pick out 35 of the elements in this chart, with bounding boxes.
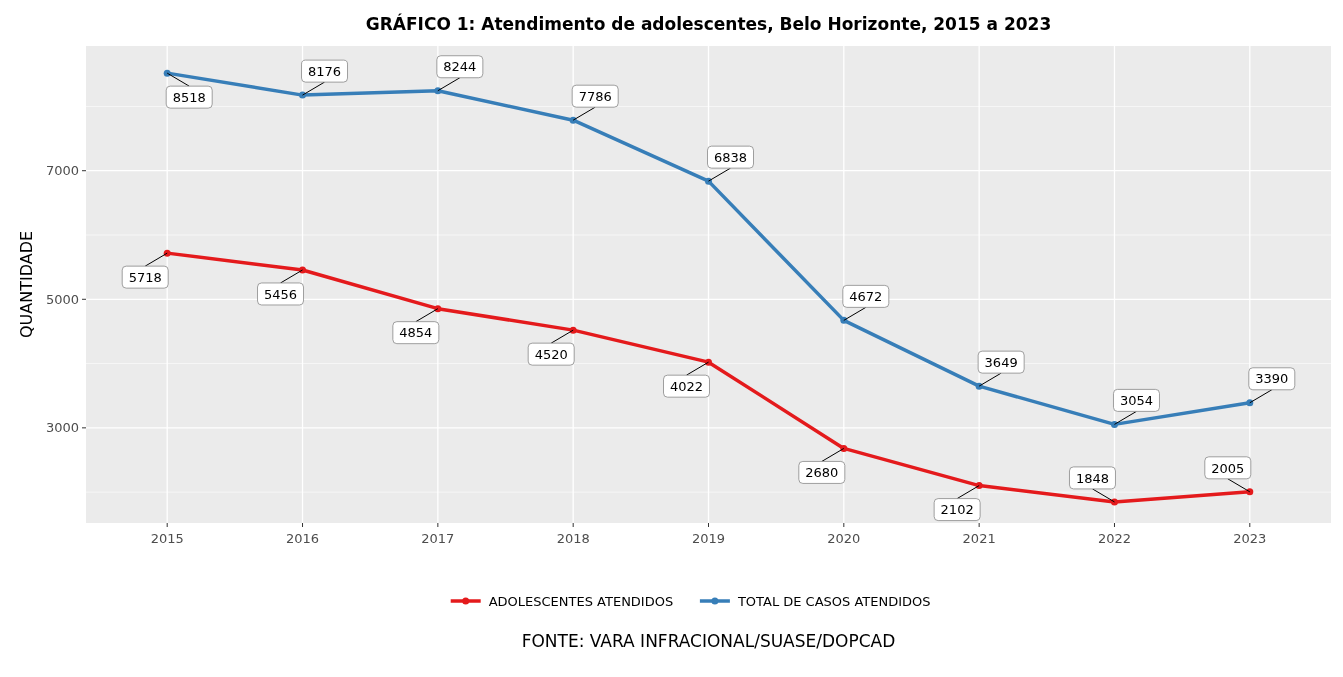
x-tick-label: 2021: [962, 531, 996, 546]
data-label: 2005: [1211, 460, 1245, 476]
data-label: 4854: [399, 325, 433, 341]
data-label: 1848: [1075, 470, 1110, 486]
data-label: 2102: [940, 502, 974, 518]
data-label: 8176: [307, 63, 342, 79]
data-label: 6838: [713, 149, 748, 165]
y-tick-label: 5000: [45, 291, 79, 307]
x-tick-label: 2017: [421, 531, 455, 546]
x-tick-label: 2015: [150, 531, 184, 546]
data-label: 4520: [534, 346, 568, 362]
data-label: 8244: [443, 59, 477, 75]
data-label: 5456: [263, 286, 298, 302]
data-label: 3390: [1255, 371, 1289, 387]
data-label: 4022: [669, 378, 704, 394]
y-axis-title: QUANTIDADE: [17, 230, 36, 339]
data-label: 7786: [578, 88, 612, 104]
data-label: 5718: [128, 269, 162, 285]
data-label: 2680: [805, 465, 839, 481]
x-tick-label: 2016: [285, 531, 320, 546]
source-note: FONTE: VARA INFRACIONAL/SUASE/DOPCAD: [521, 631, 896, 651]
y-tick-label: 3000: [45, 420, 79, 436]
x-tick-label: 2019: [691, 531, 726, 546]
data-label: 3054: [1119, 393, 1154, 409]
legend-label: ADOLESCENTES ATENDIDOS: [488, 593, 674, 609]
data-label: 4672: [849, 289, 883, 305]
x-tick-label: 2022: [1097, 531, 1132, 546]
chart-title: GRÁFICO 1: Atendimento de adolescentes, Belo Horizonte, 2015 a 2023: [365, 13, 1052, 34]
x-tick-label: 2018: [556, 531, 590, 546]
x-tick-label: 2023: [1233, 531, 1267, 546]
legend-label: TOTAL DE CASOS ATENDIDOS: [736, 593, 931, 609]
x-tick-label: 2020: [827, 531, 861, 546]
data-label: 8518: [172, 89, 206, 105]
data-label: 3649: [984, 354, 1018, 370]
y-tick-label: 7000: [45, 163, 79, 179]
